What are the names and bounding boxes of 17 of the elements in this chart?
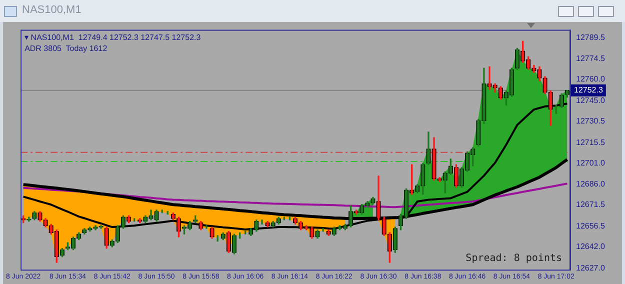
y-tick-label: 12656.5 bbox=[576, 222, 606, 231]
y-tick-label: 12760.0 bbox=[576, 74, 606, 84]
y-tick-label: 12642.0 bbox=[576, 242, 606, 252]
y-tick-label: 12730.5 bbox=[576, 116, 606, 126]
y-tick-label: 12686.0 bbox=[576, 180, 606, 189]
annotation: ADR 3805 Today 1612 bbox=[24, 44, 108, 54]
chart-title: NAS100,M1 bbox=[22, 4, 82, 16]
y-tick-label: 12774.5 bbox=[576, 54, 606, 64]
ref-line-label: 12752.3 bbox=[574, 86, 604, 95]
y-tick-label: 12715.5 bbox=[576, 138, 606, 147]
y-tick-label: 12789.5 bbox=[576, 32, 606, 42]
text: ▾ NAS100,M1 12749.4 12752.3 12747.5 12752.3 bbox=[24, 33, 202, 42]
annotation: Spread: 8 points bbox=[466, 253, 562, 264]
y-tick-label: 12701.0 bbox=[576, 158, 606, 168]
y-tick-label: 12671.5 bbox=[576, 200, 606, 210]
y-tick-label: 12627.0 bbox=[576, 263, 606, 272]
y-tick-label: 12745.0 bbox=[576, 96, 606, 105]
